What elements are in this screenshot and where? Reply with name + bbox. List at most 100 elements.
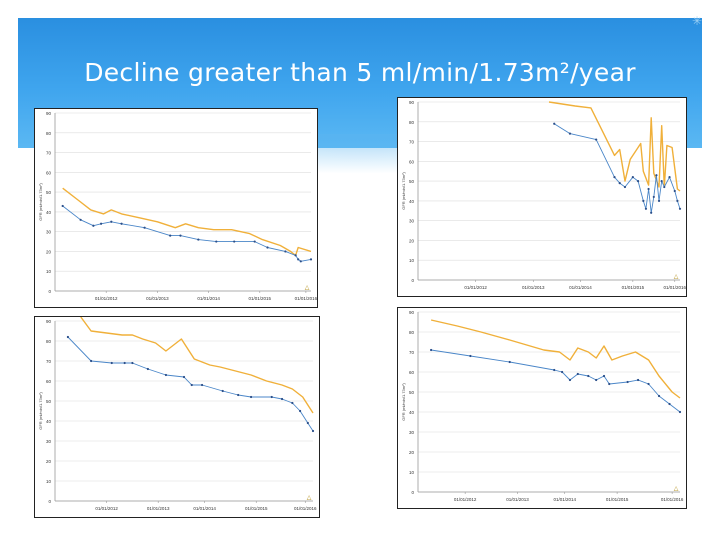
y-tick-label: 20 [409, 450, 415, 455]
y-tick-label: 0 [411, 278, 414, 283]
y-tick-label: 70 [46, 359, 52, 364]
x-tick-label: 01/01/2013 [522, 285, 545, 290]
data-point [602, 374, 606, 378]
data-point [179, 234, 182, 237]
warning-triangle-icon: △ [674, 273, 679, 280]
data-point [618, 181, 621, 185]
chart-panel-top-right: 0 10 20 30 40 50 60 70 80 90 GFR (ml/min/1.73m²) 01… [397, 97, 687, 297]
data-point [123, 361, 126, 365]
data-point [613, 176, 616, 179]
y-tick-label: 50 [409, 390, 415, 395]
chart-panel-bottom-left: 0 10 20 30 40 50 60 70 80 90 GFR (ml/min/1.73m²) 01… [34, 316, 320, 518]
y-tick-label: 90 [46, 111, 52, 116]
y-tick-label: 0 [48, 289, 51, 294]
data-point [270, 395, 273, 399]
data-point [169, 234, 172, 237]
data-point [297, 258, 300, 261]
warning-triangle-icon: △ [307, 494, 312, 501]
data-point [294, 254, 297, 257]
data-point [553, 368, 556, 372]
data-point [652, 195, 655, 199]
data-point [469, 354, 472, 358]
x-tick-label: 01/01/2014 [197, 296, 220, 301]
data-point [678, 410, 682, 414]
data-point [221, 389, 224, 393]
y-axis-label: GFR (ml/min/1.73m²) [401, 383, 406, 421]
data-point [200, 383, 204, 387]
chart-svg: 0 10 20 30 40 50 60 70 80 90 GFR (ml/min/1.73m²) 01… [401, 310, 684, 502]
data-point [553, 122, 556, 125]
data-point [678, 207, 682, 210]
y-tick-label: 50 [46, 399, 52, 404]
data-point [299, 260, 302, 263]
chart-svg: 0 10 20 30 40 50 60 70 80 90 GFR (ml/min/1.73m²) 01… [38, 317, 317, 511]
data-point [587, 374, 590, 378]
y-tick-label: 40 [46, 210, 52, 215]
data-point [110, 361, 113, 365]
chart-panel-top-left: 0 10 20 30 40 50 60 70 80 90 GFR (ml/min/1.73m²) 01… [34, 108, 318, 308]
y-axis-label: GFR (ml/min/1.73m²) [38, 392, 43, 430]
x-tick-label: 01/01/2014 [569, 285, 592, 290]
data-point [647, 382, 650, 386]
series-line-eGFR [431, 349, 681, 413]
y-tick-label: 20 [46, 459, 52, 464]
x-tick-label: 01/01/2012 [95, 296, 118, 301]
x-tick-label: 01/01/2012 [454, 497, 477, 502]
y-tick-label: 30 [46, 439, 52, 444]
y-tick-label: 40 [409, 199, 415, 204]
y-axis-label: GFR (ml/min/1.73m²) [401, 172, 406, 210]
y-tick-label: 80 [46, 131, 52, 136]
x-tick-label: 01/01/2013 [146, 296, 169, 301]
data-point [663, 185, 666, 189]
data-point [650, 211, 653, 214]
y-tick-label: 50 [46, 190, 52, 195]
series-line-upper [430, 319, 681, 399]
x-tick-label: 01/01/2016 [295, 296, 317, 301]
data-point [237, 393, 240, 397]
chart-panel-bottom-right: 0 10 20 30 40 50 60 70 80 90 GFR (ml/min/1.73m²) 01… [397, 307, 687, 509]
series-line-upper [80, 317, 314, 414]
data-point [644, 207, 648, 210]
data-point [146, 367, 149, 371]
warning-triangle-icon: △ [305, 284, 310, 291]
data-point [164, 373, 168, 377]
data-point [61, 204, 64, 208]
y-tick-label: 80 [46, 339, 52, 344]
data-point [90, 359, 93, 363]
data-point [280, 397, 284, 401]
x-tick-label: 01/01/2012 [464, 285, 487, 290]
y-tick-label: 10 [409, 470, 415, 475]
data-point [249, 395, 253, 399]
data-point [568, 132, 572, 135]
data-point [110, 220, 113, 223]
y-tick-label: 80 [409, 120, 415, 125]
y-tick-label: 30 [46, 230, 52, 235]
y-tick-label: 60 [409, 159, 415, 164]
y-tick-label: 10 [409, 258, 415, 263]
y-axis-label: GFR (ml/min/1.73m²) [38, 183, 43, 221]
x-tick-label: 01/01/2015 [249, 296, 272, 301]
y-tick-label: 90 [46, 319, 52, 324]
y-tick-label: 70 [46, 151, 52, 156]
y-tick-label: 70 [409, 350, 415, 355]
x-tick-label: 01/01/2015 [606, 497, 629, 502]
x-tick-label: 01/01/2012 [95, 506, 118, 511]
data-point [655, 174, 658, 177]
slide-title: Decline greater than 5 ml/min/1.73m²/yea… [84, 58, 636, 87]
x-tick-label: 01/01/2013 [506, 497, 529, 502]
data-point [306, 421, 309, 425]
chart-svg: 0 10 20 30 40 50 60 70 80 90 GFR (ml/min/1.73m²) 01… [38, 111, 317, 301]
y-tick-label: 40 [46, 419, 52, 424]
data-point [92, 224, 95, 227]
data-point [623, 185, 627, 189]
y-tick-label: 80 [409, 330, 415, 335]
data-point [676, 199, 679, 202]
data-point [291, 401, 294, 405]
x-tick-label: 01/01/2016 [661, 497, 684, 502]
y-tick-label: 90 [409, 100, 415, 105]
x-tick-label: 01/01/2016 [294, 506, 317, 511]
data-point [253, 240, 256, 243]
y-tick-label: 0 [411, 490, 414, 495]
data-point [636, 180, 640, 183]
data-point [631, 176, 634, 179]
